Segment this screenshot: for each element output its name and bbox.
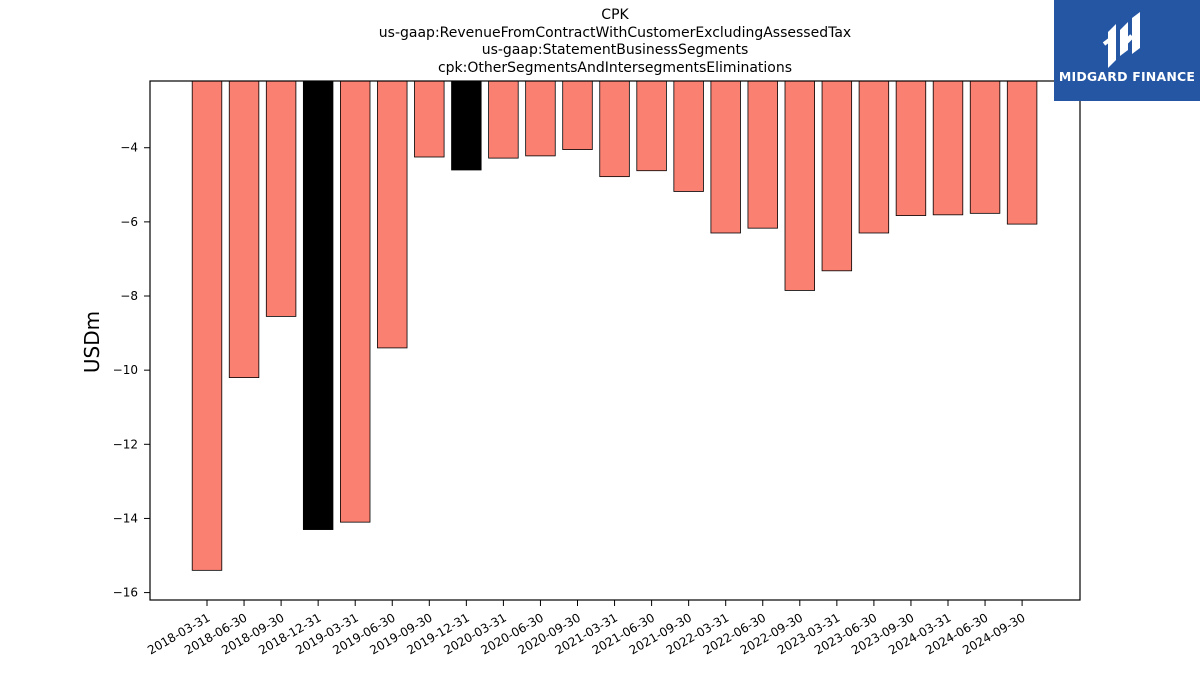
bar-2021-03-31	[599, 80, 630, 178]
y-tick-label: −16	[113, 586, 138, 600]
bar-2020-03-31	[488, 80, 519, 159]
y-tick-label: −4	[120, 141, 138, 155]
bar-2024-03-31	[932, 80, 964, 216]
y-axis-label: USDm	[80, 311, 104, 373]
brand-logo: MIDGARD FINANCE	[1054, 0, 1200, 101]
bar-2018-09-30	[265, 80, 297, 317]
bar-2024-06-30	[969, 80, 1001, 214]
chart-title: CPK us-gaap:RevenueFromContractWithCusto…	[300, 7, 930, 77]
y-tick-label: −12	[113, 437, 138, 451]
bar-2024-09-30	[1006, 80, 1038, 225]
bar-2019-06-30	[377, 80, 408, 349]
y-tick-label: −14	[113, 511, 138, 525]
bar-2019-03-31	[339, 80, 371, 523]
bar-2023-09-30	[895, 80, 927, 216]
x-axis: 2018-03-312018-06-302018-09-302018-12-31…	[145, 600, 1028, 657]
bar-2018-03-31	[191, 80, 223, 571]
title-line-member: cpk:OtherSegmentsAndIntersegmentsElimina…	[437, 59, 793, 76]
y-tick-label: −10	[113, 363, 138, 377]
bar-2023-03-31	[821, 80, 853, 272]
title-line-axis: us-gaap:StatementBusinessSegments	[481, 42, 749, 58]
midgard-logo-icon	[1102, 12, 1140, 68]
bar-2021-06-30	[636, 80, 667, 172]
bar-2020-09-30	[562, 80, 593, 150]
bar-2019-09-30	[414, 80, 445, 158]
bar-2022-03-31	[710, 80, 741, 234]
brand-name: MIDGARD FINANCE	[1058, 69, 1196, 84]
bar-2021-09-30	[673, 80, 704, 192]
bar-2019-12-31	[451, 80, 482, 171]
title-line-concept: us-gaap:RevenueFromContractWithCustomerE…	[378, 24, 852, 41]
bar-2018-12-31	[302, 80, 334, 530]
bar-2022-09-30	[784, 80, 816, 291]
bar-2022-06-30	[747, 80, 778, 229]
y-axis: −4 −6 −8 −10 −12 −14 −16	[113, 141, 150, 600]
title-line-ticker: CPK	[601, 7, 629, 23]
bar-2023-06-30	[858, 80, 890, 234]
bars-group	[191, 80, 1038, 571]
y-tick-label: −8	[120, 289, 138, 303]
y-tick-label: −6	[120, 215, 138, 229]
bar-2020-06-30	[525, 80, 556, 157]
bar-2018-06-30	[228, 80, 260, 378]
